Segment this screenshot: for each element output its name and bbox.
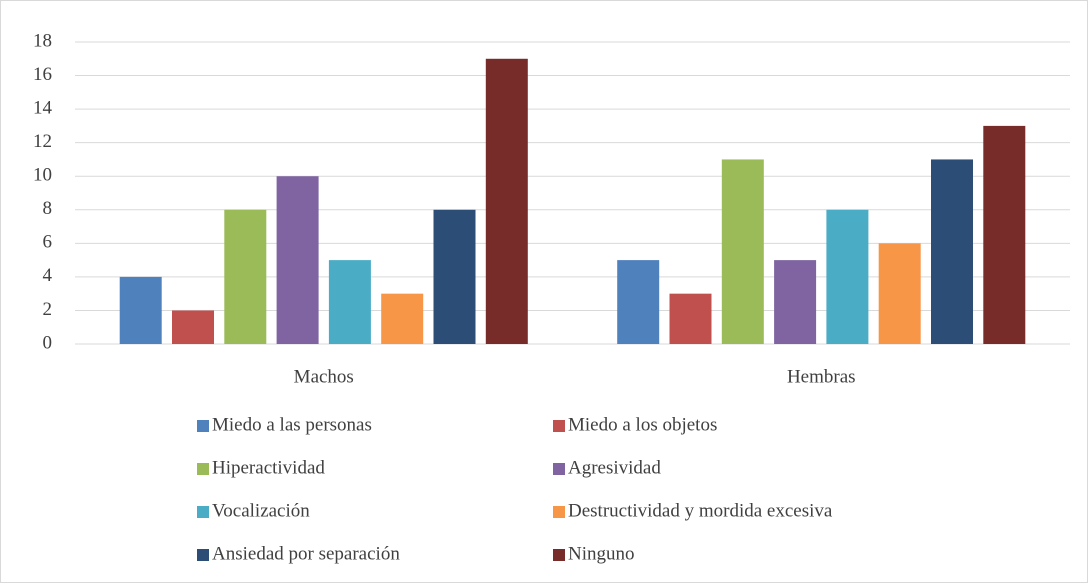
legend-swatch	[197, 506, 209, 518]
x-tick-label: Hembras	[787, 366, 856, 387]
legend-label: Miedo a las personas	[212, 414, 372, 435]
bar	[878, 243, 921, 344]
y-tick-label: 2	[43, 299, 53, 320]
y-tick-label: 14	[33, 97, 53, 118]
legend-swatch	[197, 549, 209, 561]
bar	[276, 176, 319, 344]
bar	[983, 125, 1026, 344]
legend-label: Hiperactividad	[212, 457, 325, 478]
bar	[433, 209, 476, 344]
bar	[224, 209, 267, 344]
bar	[381, 293, 424, 344]
legend-swatch	[197, 420, 209, 432]
y-tick-label: 4	[43, 265, 53, 286]
y-tick-label: 10	[33, 165, 52, 186]
legend-swatch	[553, 506, 565, 518]
y-tick-label: 12	[33, 131, 52, 152]
y-tick-label: 16	[33, 64, 52, 85]
legend-label: Ansiedad por separación	[212, 543, 400, 564]
y-tick-label: 8	[43, 198, 53, 219]
y-tick-label: 0	[43, 332, 53, 353]
bar	[119, 276, 162, 344]
bar	[485, 58, 528, 345]
legend-swatch	[197, 463, 209, 475]
bar	[669, 293, 712, 344]
legend-label: Agresividad	[568, 457, 661, 478]
legend-swatch	[553, 420, 565, 432]
y-tick-label: 6	[43, 232, 53, 253]
bar	[617, 260, 660, 344]
bar	[721, 159, 764, 344]
bar	[826, 209, 869, 344]
legend-label: Miedo a los objetos	[568, 414, 717, 435]
y-tick-label: 18	[33, 30, 52, 51]
legend-swatch	[553, 463, 565, 475]
bar	[774, 260, 817, 344]
legend-label: Vocalización	[212, 500, 310, 521]
legend-label: Ninguno	[568, 543, 635, 564]
bar	[328, 260, 371, 344]
bar	[172, 310, 214, 344]
legend-label: Destructividad y mordida excesiva	[568, 500, 833, 521]
legend-swatch	[553, 549, 565, 561]
x-tick-label: Machos	[294, 366, 354, 387]
bar	[931, 159, 973, 344]
